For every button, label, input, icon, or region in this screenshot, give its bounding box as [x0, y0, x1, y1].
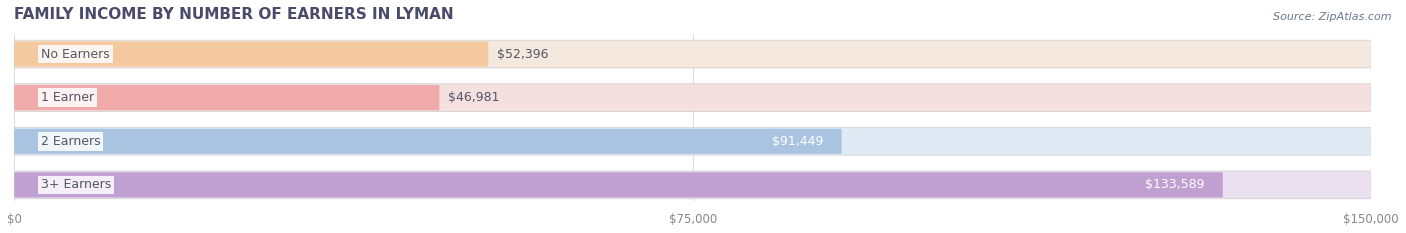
Text: 2 Earners: 2 Earners [41, 135, 101, 148]
Text: No Earners: No Earners [41, 48, 110, 61]
FancyBboxPatch shape [14, 129, 842, 154]
FancyBboxPatch shape [14, 127, 1371, 155]
FancyBboxPatch shape [14, 84, 1371, 112]
Text: $52,396: $52,396 [498, 48, 548, 61]
FancyBboxPatch shape [14, 40, 1371, 68]
FancyBboxPatch shape [14, 172, 1223, 197]
FancyBboxPatch shape [14, 171, 1371, 199]
FancyBboxPatch shape [14, 85, 439, 110]
Text: Source: ZipAtlas.com: Source: ZipAtlas.com [1274, 12, 1392, 22]
Text: 1 Earner: 1 Earner [41, 91, 94, 104]
Text: 3+ Earners: 3+ Earners [41, 178, 111, 191]
Text: $46,981: $46,981 [449, 91, 501, 104]
Text: $91,449: $91,449 [772, 135, 824, 148]
Text: $133,589: $133,589 [1146, 178, 1205, 191]
FancyBboxPatch shape [14, 41, 488, 67]
Text: FAMILY INCOME BY NUMBER OF EARNERS IN LYMAN: FAMILY INCOME BY NUMBER OF EARNERS IN LY… [14, 7, 454, 22]
